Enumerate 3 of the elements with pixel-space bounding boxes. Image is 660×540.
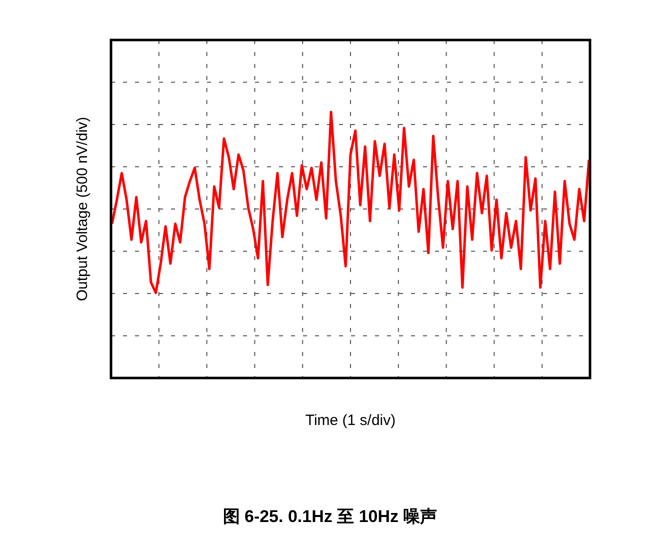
x-axis-title: Time (1 s/div)	[305, 412, 396, 429]
text: 图 6-25. 0.1Hz 至 10Hz 噪声	[222, 507, 438, 526]
y-axis-title: Output Voltage (500 nV/div)	[74, 116, 91, 302]
